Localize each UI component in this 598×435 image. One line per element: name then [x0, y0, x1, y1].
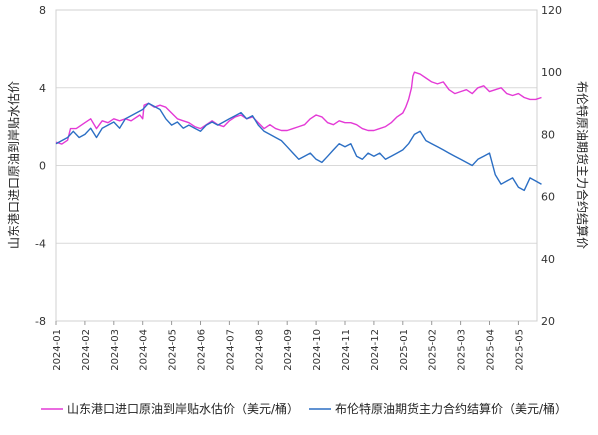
- x-tick-label: 2024-10: [312, 329, 323, 371]
- x-axis-ticks: 2024-01 2024-02 2024-03 2024-04 2024-05 2024-…: [52, 321, 525, 371]
- right-tick-label: 100: [541, 66, 562, 79]
- x-tick-label: 2024-02: [81, 329, 92, 371]
- left-tick-label: -8: [35, 315, 46, 328]
- x-tick-label: 2025-01: [399, 329, 410, 371]
- right-tick-label: 20: [541, 315, 555, 328]
- x-tick-label: 2024-04: [139, 329, 150, 371]
- legend-label-series-2: 布伦特原油期货主力合约结算价（美元/桶）: [335, 401, 567, 416]
- right-tick-label: 60: [541, 191, 555, 204]
- legend: 山东港口进口原油到岸贴水估价（美元/桶） 布伦特原油期货主力合约结算价（美元/桶…: [41, 401, 567, 416]
- x-tick-label: 2025-03: [457, 329, 468, 371]
- x-tick-label: 2024-07: [225, 329, 236, 371]
- x-tick-label: 2024-01: [52, 329, 63, 371]
- x-tick-label: 2024-11: [341, 329, 352, 371]
- x-tick-label: 2024-05: [168, 329, 179, 371]
- x-tick-label: 2024-09: [283, 329, 294, 371]
- right-axis-label: 布伦特原油期货主力合约结算价: [575, 81, 590, 249]
- legend-label-series-1: 山东港口进口原油到岸贴水估价（美元/桶）: [67, 401, 299, 416]
- x-tick-label: 2024-03: [110, 329, 121, 371]
- left-axis-ticks: 8 4 0 -4 -8: [35, 4, 46, 328]
- left-tick-label: 4: [39, 82, 46, 95]
- right-tick-label: 80: [541, 128, 555, 141]
- x-tick-label: 2024-06: [197, 329, 208, 371]
- right-axis-ticks: 120 100 80 60 40 20: [541, 4, 562, 328]
- gridlines: [56, 9, 537, 322]
- plot-area-border: [55, 9, 538, 322]
- x-tick-label: 2025-05: [514, 329, 525, 371]
- series-line-1: [55, 71, 542, 145]
- x-tick-label: 2024-08: [254, 329, 265, 371]
- right-tick-label: 120: [541, 4, 562, 17]
- left-tick-label: 8: [39, 4, 46, 17]
- x-tick-label: 2025-04: [486, 329, 497, 371]
- left-axis-label: 山东港口进口原油到岸贴水估价: [7, 81, 21, 249]
- left-tick-label: -4: [35, 237, 46, 250]
- left-tick-label: 0: [39, 160, 46, 173]
- right-tick-label: 40: [541, 253, 555, 266]
- series-group: [55, 71, 542, 192]
- x-tick-label: 2025-02: [428, 329, 439, 371]
- x-tick-label: 2024-12: [370, 329, 381, 371]
- series-line-2: [55, 102, 542, 192]
